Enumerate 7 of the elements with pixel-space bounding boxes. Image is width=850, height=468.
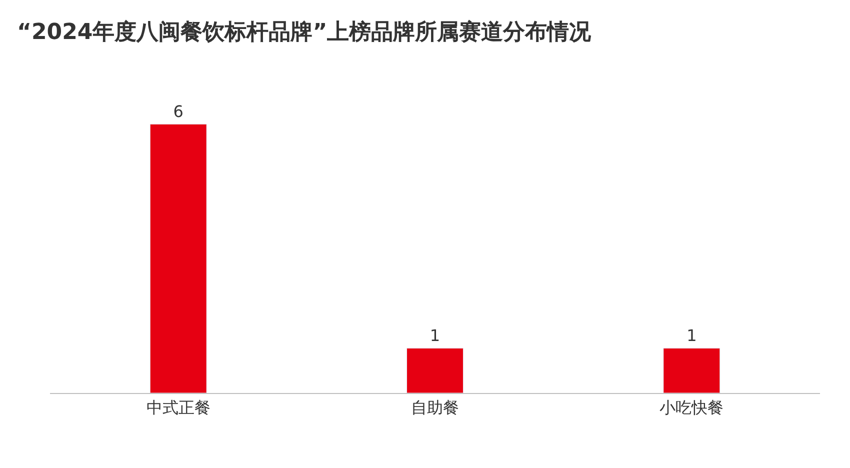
x-tick-label: 小吃快餐 xyxy=(660,398,724,418)
data-label: 1 xyxy=(430,326,440,346)
data-label: 6 xyxy=(173,102,184,122)
data-label: 1 xyxy=(686,326,697,346)
chart-title: “2024年度八闽餐饮标杆品牌”上榜品牌所属赛道分布情况 xyxy=(17,18,592,45)
x-tick-label: 中式正餐 xyxy=(146,398,210,418)
x-tick-label: 自助餐 xyxy=(411,398,459,418)
